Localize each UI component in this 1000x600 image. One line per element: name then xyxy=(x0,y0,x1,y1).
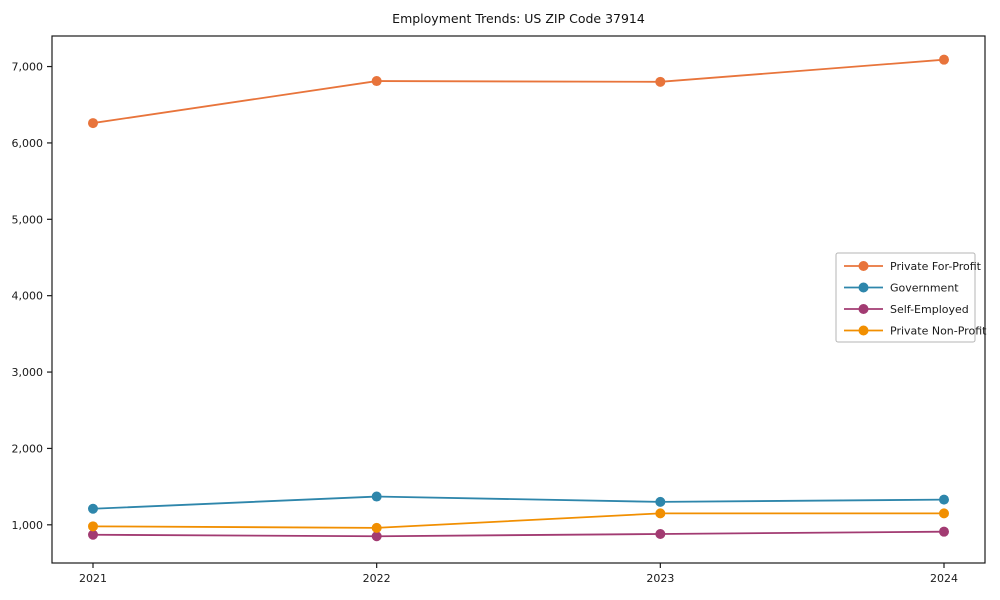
y-tick-label: 3,000 xyxy=(12,366,44,379)
series-line-self-employed xyxy=(92,530,945,538)
data-point xyxy=(88,118,98,129)
x-tick-label: 2023 xyxy=(646,572,674,585)
data-point xyxy=(371,531,382,542)
y-tick-label: 5,000 xyxy=(12,213,44,226)
legend-swatch-marker xyxy=(858,261,869,271)
legend-label: Private Non-Profit xyxy=(890,325,987,338)
data-point xyxy=(939,508,949,519)
data-point xyxy=(88,503,98,514)
y-tick-label: 1,000 xyxy=(12,519,44,532)
y-tick-label: 6,000 xyxy=(12,137,44,150)
legend-box xyxy=(835,252,976,343)
y-tick-label: 2,000 xyxy=(12,442,44,455)
legend-label: Government xyxy=(890,282,959,295)
legend-swatch-marker xyxy=(858,325,869,336)
y-tick-label: 4,000 xyxy=(12,290,44,303)
x-tick-label: 2021 xyxy=(79,572,107,585)
data-point xyxy=(939,494,949,505)
x-tick-label: 2024 xyxy=(930,572,958,585)
legend-label: Self-Employed xyxy=(890,303,969,316)
data-point xyxy=(939,54,949,65)
legend-label: Private For-Profit xyxy=(890,260,982,273)
chart-title: Employment Trends: US ZIP Code 37914 xyxy=(392,11,645,26)
data-point xyxy=(655,496,666,507)
data-point xyxy=(655,76,666,87)
data-point xyxy=(655,528,666,539)
legend-swatch-marker xyxy=(858,304,869,314)
data-point xyxy=(371,522,382,533)
x-tick-label: 2022 xyxy=(363,572,391,585)
series-line-private-for-profit xyxy=(92,58,945,124)
y-tick-label: 7,000 xyxy=(12,61,44,74)
data-point xyxy=(88,521,98,532)
data-point xyxy=(371,491,382,502)
data-point xyxy=(88,529,98,540)
plot-frame xyxy=(51,35,986,564)
data-point xyxy=(655,508,666,519)
series-line-government xyxy=(92,495,945,510)
series-line-private-non-profit xyxy=(92,512,944,529)
data-point xyxy=(939,526,949,537)
legend-swatch-marker xyxy=(858,282,869,293)
data-point xyxy=(371,76,382,87)
